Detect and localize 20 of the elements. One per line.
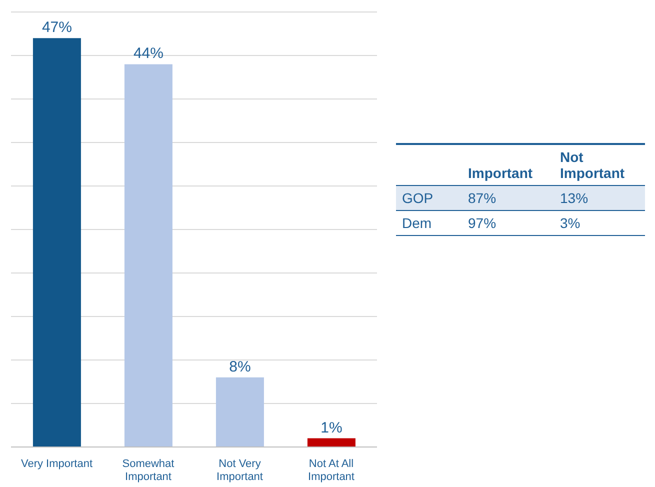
category-label: Important xyxy=(467,164,534,183)
x-tick-label: Very Important xyxy=(20,458,93,470)
x-tick-label: Somewhat Important xyxy=(122,458,174,483)
data-label: 47% xyxy=(42,19,72,36)
bar xyxy=(124,64,172,447)
data-label: 44% xyxy=(133,45,164,62)
text: 87% xyxy=(468,190,496,206)
text: 97% xyxy=(468,215,496,231)
bar xyxy=(307,438,356,447)
x-tick-label: Not At All Important xyxy=(308,458,354,483)
bar xyxy=(216,377,264,447)
category-label: GOP xyxy=(402,190,434,206)
bar xyxy=(32,38,81,447)
text: 3% xyxy=(560,215,580,231)
text: 13% xyxy=(560,190,588,206)
category-label: Not Important xyxy=(559,148,626,183)
data-label: 8% xyxy=(229,358,251,376)
data-label: 1% xyxy=(320,419,342,436)
x-tick-label: Not Very Important xyxy=(216,458,263,483)
category-label: Dem xyxy=(402,215,432,231)
